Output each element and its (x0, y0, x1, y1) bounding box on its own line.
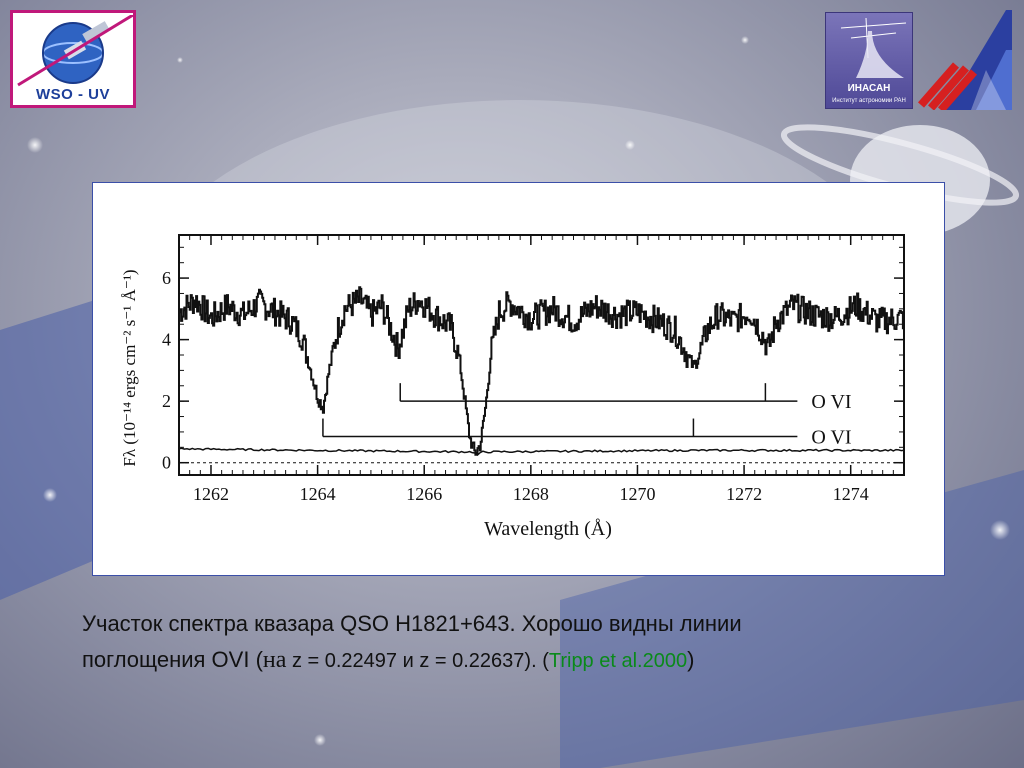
caption-line-2-end: ) (687, 647, 695, 672)
satellite-panel-left (0, 300, 95, 600)
plot-frame (178, 234, 905, 476)
y-axis-label: Fλ (10⁻¹⁴ ergs cm⁻² s⁻¹ Å⁻¹) (120, 269, 139, 466)
x-tick-label: 1268 (513, 484, 549, 504)
wso-uv-logo: WSO - UV (10, 10, 136, 108)
caption-line-1: Участок спектра квазара QSO H1821+643. Х… (82, 611, 742, 636)
reference-citation[interactable]: Tripp et al.2000 (548, 650, 688, 672)
x-tick-label: 1272 (726, 484, 762, 504)
flux-series-line (179, 286, 905, 456)
caption-line-2a: поглощения OVI ( (82, 647, 263, 672)
error-series-line (178, 447, 905, 456)
logo-left-caption: WSO - UV (36, 86, 110, 103)
x-tick-label: 1262 (193, 484, 229, 504)
inasan-name: ИНАСАН (847, 83, 891, 94)
ovi-label: O VI (811, 427, 851, 449)
roscosmos-logo (917, 10, 1012, 110)
satellite-globe-icon (17, 15, 133, 87)
caption-redshifts: z = 0.22497 и z = 0.22637). ( (286, 650, 549, 672)
caption-na: на (262, 647, 287, 673)
x-tick-label: 1264 (300, 484, 336, 504)
spectrum-figure-frame: 1262 1264 1266 1268 1270 1272 1274 0 2 4 6 O VI O V… (92, 182, 945, 576)
y-tick-label: 0 (162, 453, 171, 473)
y-tick-label: 2 (162, 391, 171, 411)
inasan-logo: ИНАСАН Институт астрономии РАН (825, 12, 913, 109)
y-tick-label: 4 (162, 330, 171, 350)
x-tick-label: 1270 (619, 484, 655, 504)
slide-caption: Участок спектра квазара QSO H1821+643. Х… (82, 606, 972, 679)
x-tick-label: 1274 (833, 484, 869, 504)
inasan-subtitle: Институт астрономии РАН (832, 98, 906, 104)
spectrum-chart: 1262 1264 1266 1268 1270 1272 1274 0 2 4 6 O VI O V… (120, 234, 905, 540)
y-tick-label: 6 (162, 268, 171, 288)
telescope-icon (840, 17, 907, 78)
ovi-label: O VI (811, 391, 851, 413)
x-axis-label: Wavelength (Å) (484, 518, 612, 540)
x-tick-label: 1266 (406, 484, 442, 504)
